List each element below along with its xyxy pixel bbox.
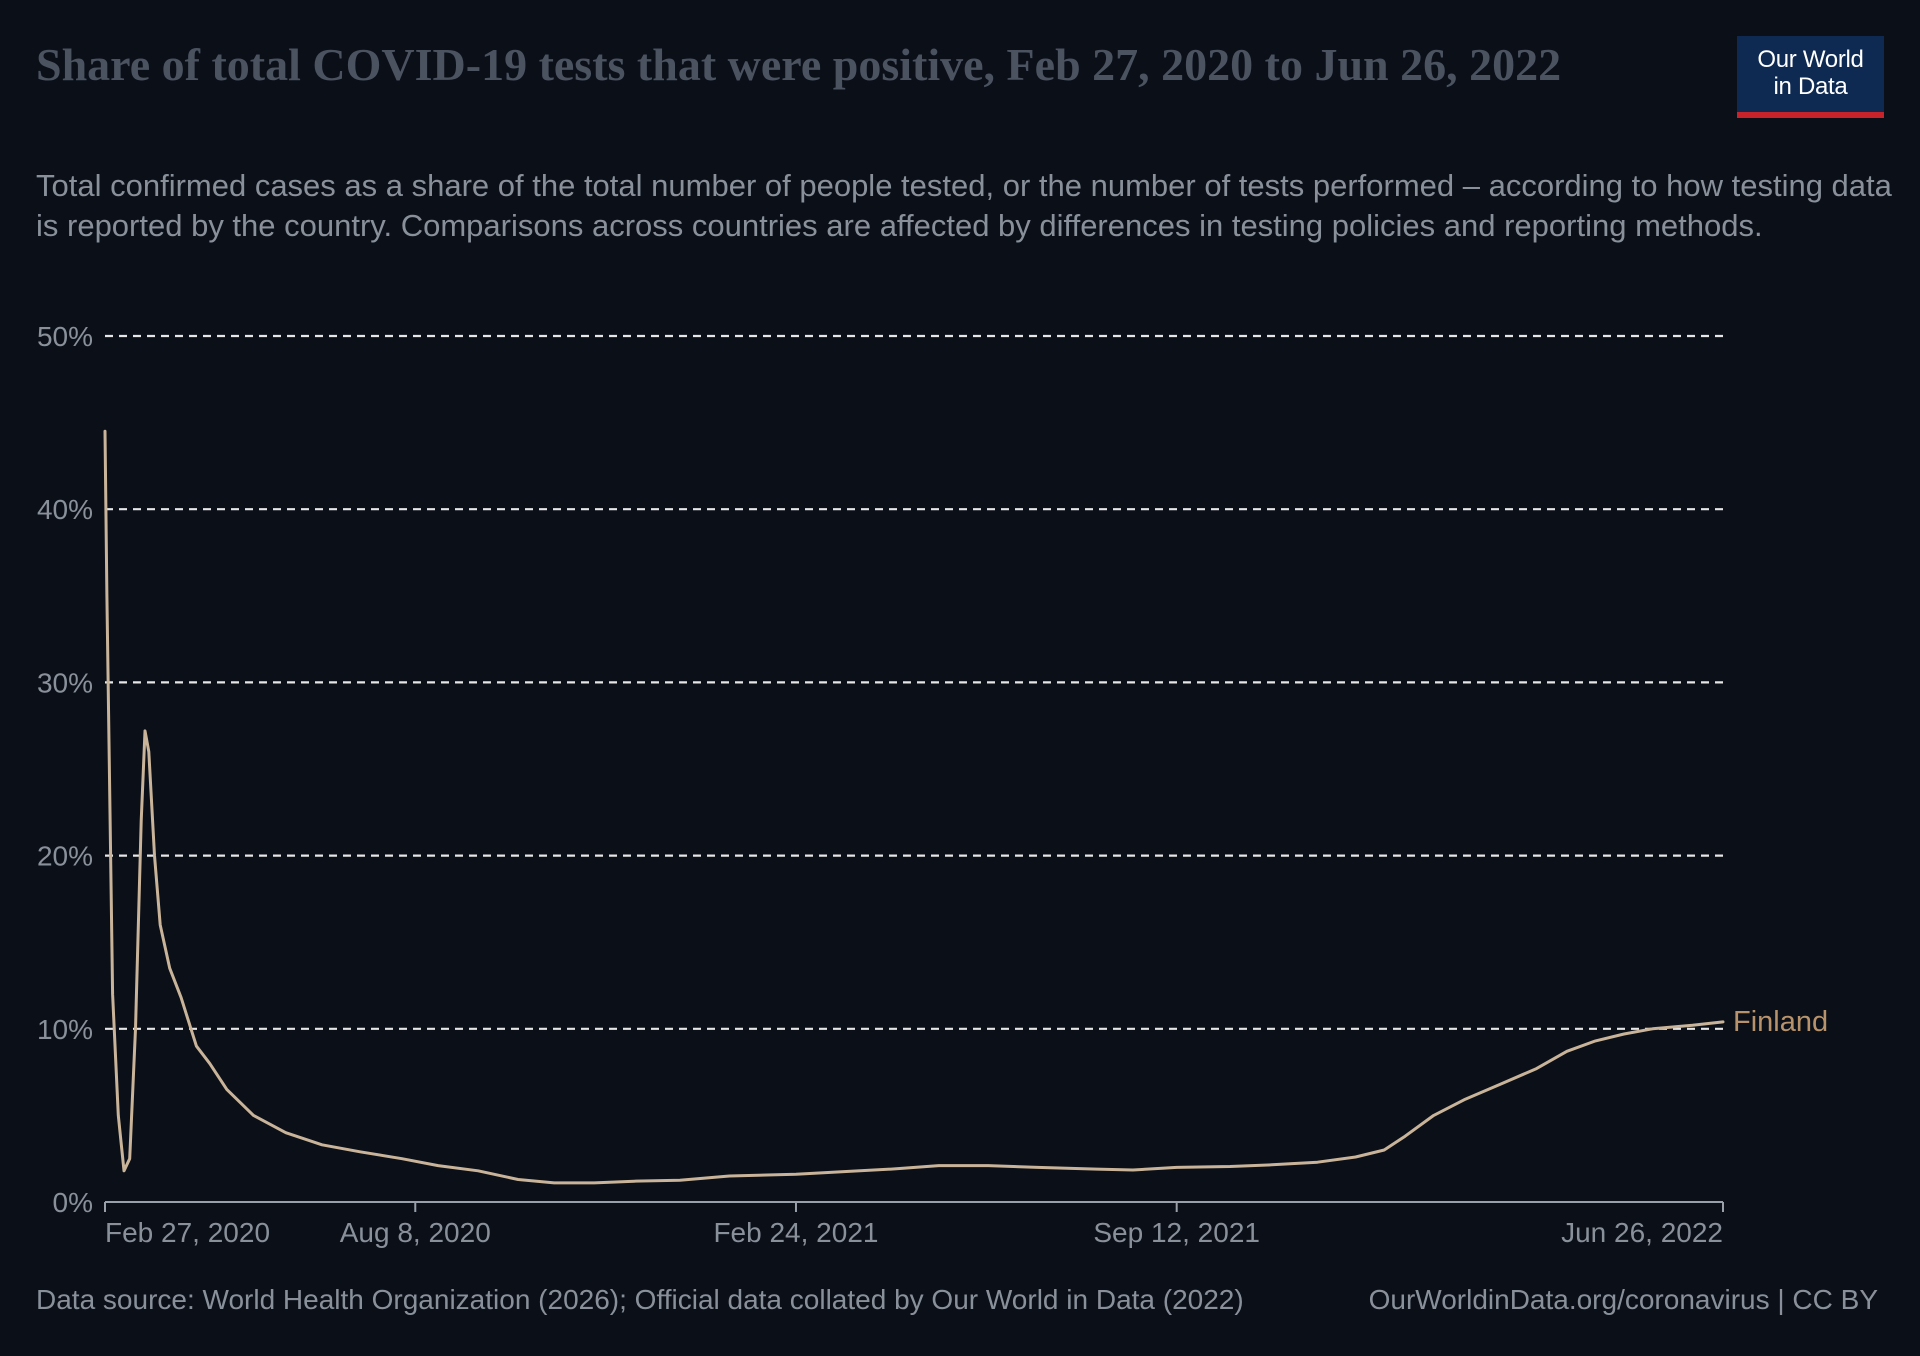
- y-axis-tick-labels: 0% 10% 20% 30% 40% 50%: [37, 321, 93, 1218]
- logo-line-1: Our World: [1757, 46, 1864, 73]
- x-tick-label: Aug 8, 2020: [340, 1217, 491, 1248]
- x-tick-label: Sep 12, 2021: [1093, 1217, 1260, 1248]
- x-axis: Feb 27, 2020 Aug 8, 2020 Feb 24, 2021 Sep 1…: [104, 1201, 1724, 1248]
- y-tick-label: 20%: [37, 841, 93, 872]
- x-tick-label: Jun 26, 2022: [1561, 1217, 1723, 1248]
- y-tick-label: 10%: [37, 1014, 93, 1045]
- y-tick-label: 40%: [37, 494, 93, 525]
- data-source-note: Data source: World Health Organization (…: [36, 1284, 1244, 1315]
- series-line-finland[interactable]: [103, 429, 1725, 1185]
- y-tick-label: 30%: [37, 667, 93, 698]
- series-label-finland: Finland: [1733, 1006, 1828, 1038]
- x-tick-label: Feb 27, 2020: [105, 1217, 270, 1248]
- x-tick-label: Feb 24, 2021: [713, 1217, 878, 1248]
- source-link[interactable]: OurWorldinData.org/coronavirus | CC BY: [1368, 1284, 1878, 1315]
- logo-line-2: in Data: [1773, 73, 1848, 100]
- our-world-in-data-logo[interactable]: Our World in Data: [1737, 36, 1884, 118]
- chart-title: Share of total COVID-19 tests that were …: [36, 39, 1562, 90]
- gridlines: [105, 334, 1723, 1030]
- chart-subtitle: Total confirmed cases as a share of the …: [36, 168, 1892, 243]
- y-tick-label: 50%: [37, 321, 93, 352]
- y-tick-label: 0%: [53, 1187, 93, 1218]
- series-layer: Finland: [103, 429, 1828, 1185]
